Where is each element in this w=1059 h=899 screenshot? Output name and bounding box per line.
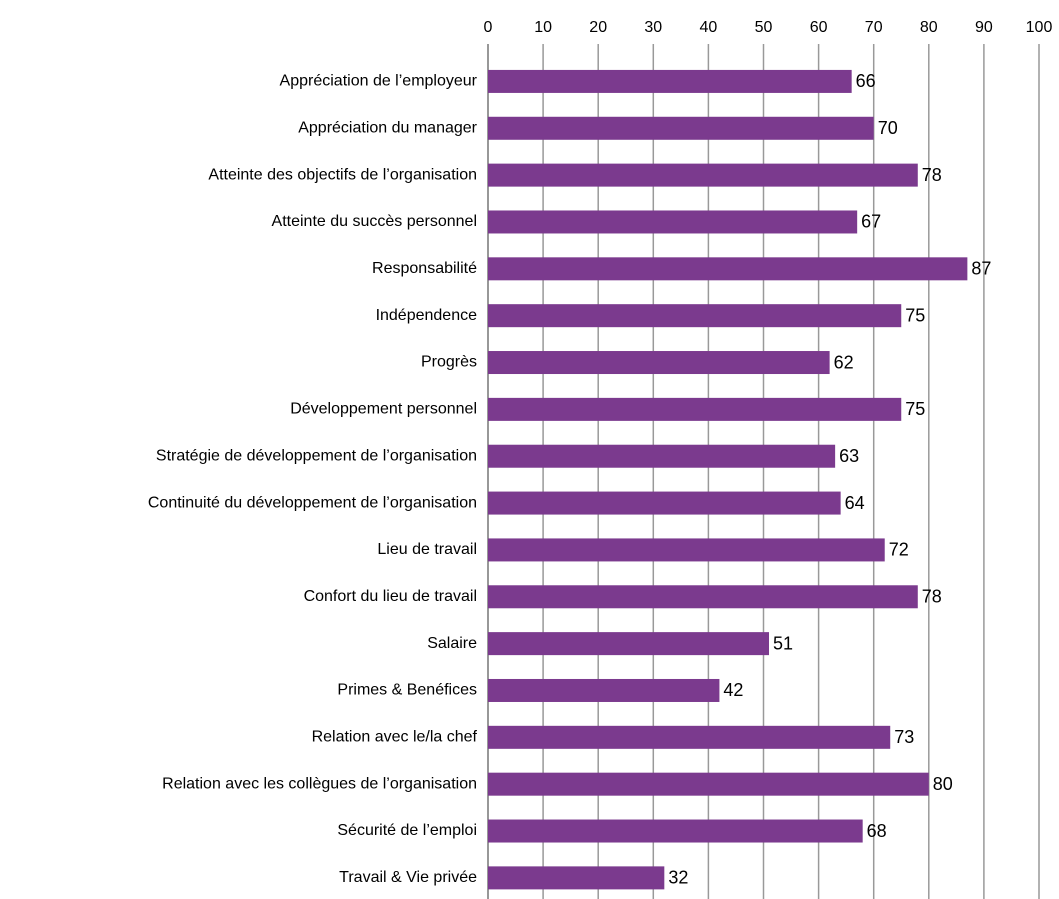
bar	[488, 678, 720, 702]
y-tick-label: Développement personnel	[290, 401, 477, 418]
bar	[488, 116, 874, 140]
x-tick-label: 50	[755, 19, 773, 36]
value-label: 67	[861, 212, 881, 232]
value-label: 51	[773, 633, 793, 653]
value-label: 64	[845, 493, 865, 513]
value-label: 63	[839, 446, 859, 466]
bar	[488, 491, 841, 515]
bar	[488, 397, 902, 421]
bar	[488, 444, 836, 468]
x-tick-label: 70	[865, 19, 883, 36]
y-tick-label: Stratégie de développement de l’organisa…	[156, 447, 477, 464]
y-tick-label: Lieu de travail	[377, 541, 477, 558]
value-label: 80	[933, 774, 953, 794]
y-tick-label: Atteinte des objectifs de l’organisation	[208, 166, 477, 183]
value-label: 78	[922, 587, 942, 607]
value-label: 75	[905, 399, 925, 419]
value-label: 70	[878, 118, 898, 138]
y-tick-label: Confort du lieu de travail	[304, 588, 477, 605]
x-tick-label: 100	[1026, 19, 1053, 36]
bar	[488, 585, 918, 609]
bar	[488, 819, 863, 843]
y-tick-label: Continuité du développement de l’organis…	[148, 494, 477, 511]
x-tick-label: 0	[484, 19, 493, 36]
value-label: 68	[867, 821, 887, 841]
y-tick-label: Primes & Benéfices	[337, 682, 477, 699]
x-tick-label: 60	[810, 19, 828, 36]
bar	[488, 538, 885, 562]
y-tick-label: Sécurité de l’emploi	[337, 822, 477, 839]
y-tick-label: Appréciation de l’employeur	[280, 73, 478, 90]
y-tick-label: Indépendence	[376, 307, 478, 324]
value-label: 66	[856, 71, 876, 91]
value-label: 72	[889, 540, 909, 560]
bar	[488, 304, 902, 328]
x-tick-label: 20	[589, 19, 607, 36]
y-tick-label: Salaire	[427, 635, 477, 652]
value-label: 78	[922, 165, 942, 185]
y-tick-label: Appréciation du manager	[298, 119, 477, 136]
bar	[488, 257, 968, 281]
bar	[488, 866, 665, 890]
y-tick-label: Responsabilité	[372, 260, 477, 277]
x-tick-label: 40	[700, 19, 718, 36]
bar	[488, 351, 830, 375]
bar	[488, 725, 891, 749]
bar	[488, 210, 858, 234]
value-label: 75	[905, 305, 925, 325]
x-tick-label: 90	[975, 19, 993, 36]
x-tick-label: 30	[644, 19, 662, 36]
y-tick-label: Travail & Vie privée	[339, 869, 477, 886]
y-tick-label: Relation avec les collègues de l’organis…	[162, 775, 477, 792]
value-label: 62	[834, 352, 854, 372]
value-label: 87	[971, 259, 991, 279]
bar	[488, 163, 918, 187]
value-label: 42	[723, 680, 743, 700]
bar	[488, 69, 852, 93]
x-tick-label: 80	[920, 19, 938, 36]
y-tick-label: Progrès	[421, 354, 477, 371]
value-label: 73	[894, 727, 914, 747]
y-tick-label: Atteinte du succès personnel	[272, 213, 477, 230]
bar	[488, 632, 770, 656]
x-tick-label: 10	[534, 19, 552, 36]
bar	[488, 772, 929, 796]
value-label: 32	[668, 868, 688, 888]
y-tick-label: Relation avec le/la chef	[312, 729, 478, 746]
